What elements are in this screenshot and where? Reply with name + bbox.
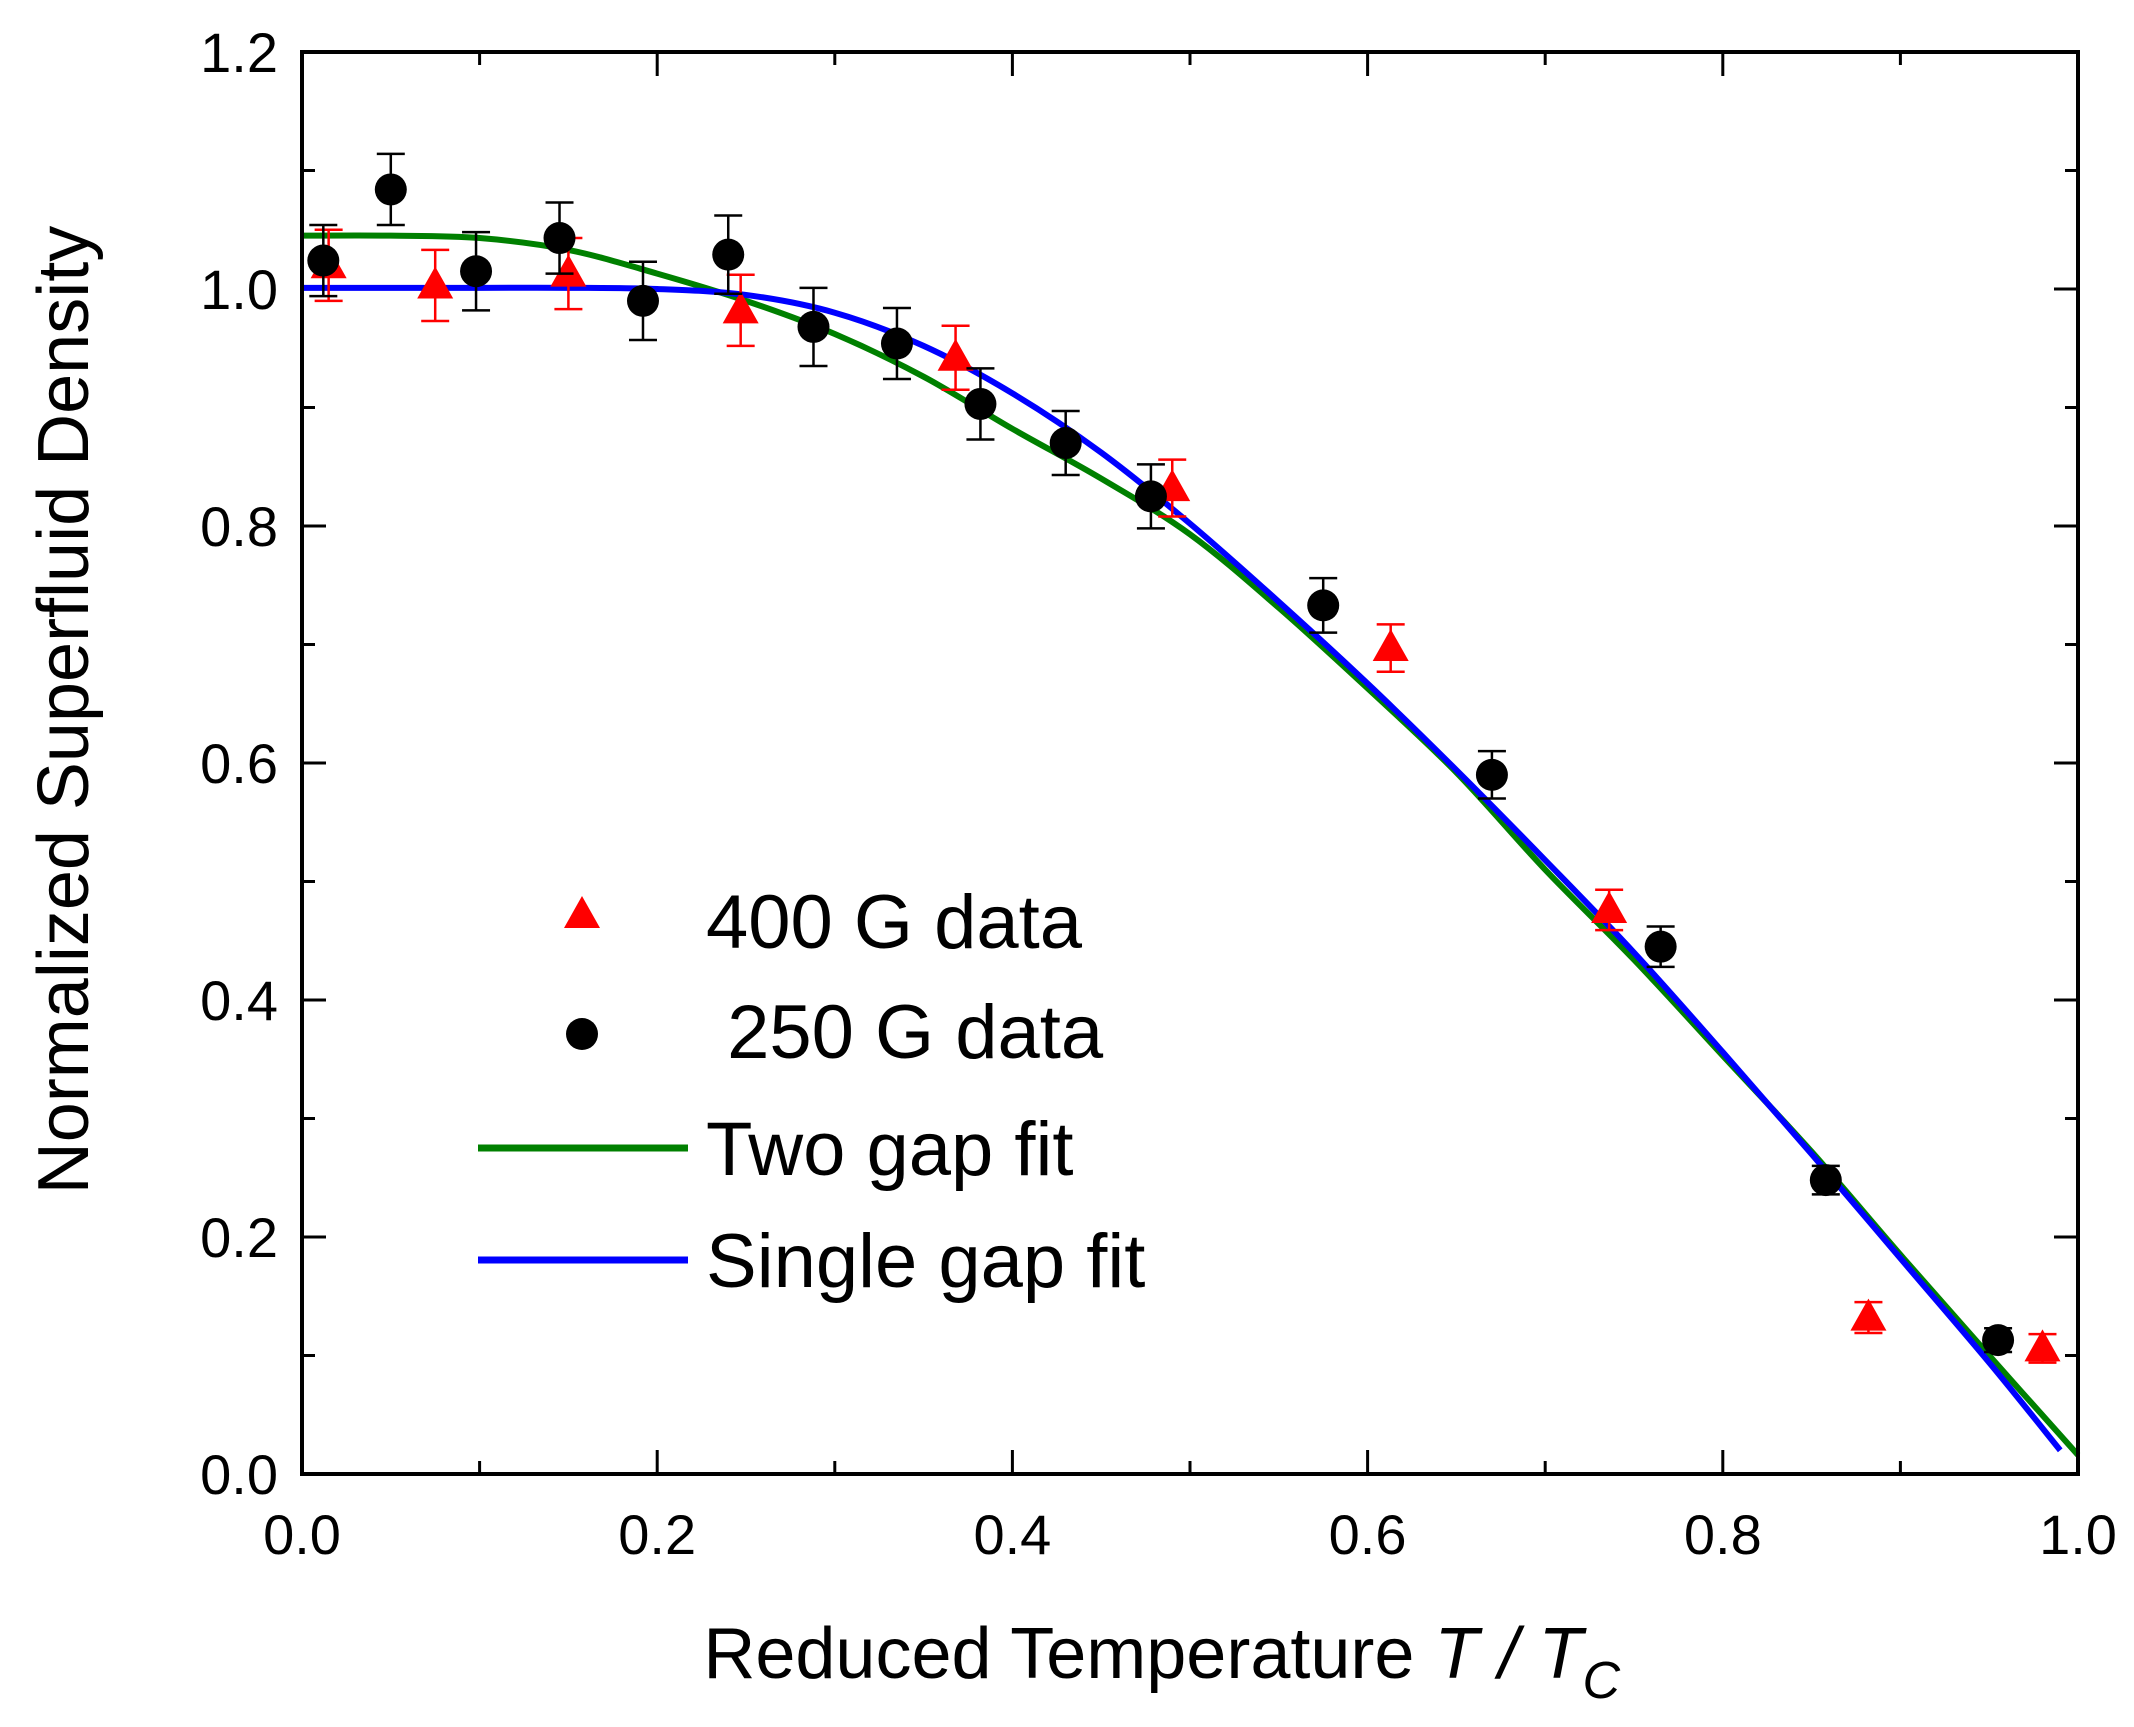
400-g-data-point bbox=[550, 254, 587, 287]
legend-400g-label: 400 G data bbox=[706, 880, 1083, 965]
y-axis-label: Normalized Superfluid Density bbox=[24, 226, 104, 1194]
x-axis-label-space bbox=[1414, 1614, 1434, 1694]
tick-labels: 0.0 0.2 0.4 0.6 0.8 1.0 0.0 0.2 0.4 0.6 0.8 1.0 1.2 bbox=[200, 21, 2117, 1566]
250-g-data-point bbox=[1475, 758, 1508, 791]
two-gap-fit-line bbox=[301, 232, 2081, 1458]
legend-400g-marker bbox=[564, 896, 600, 928]
y-tick-label: 0.6 bbox=[200, 732, 278, 795]
y-tick-label: 0.4 bbox=[200, 969, 278, 1032]
x-axis-sep: / bbox=[1478, 1614, 1538, 1694]
250-g-data-point bbox=[964, 387, 997, 420]
legend: 400 G data 250 G data Two gap fit Single… bbox=[478, 880, 1145, 1304]
single-gap-fit-line bbox=[302, 284, 2063, 1453]
x-axis-label: Reduced Temperature T / TC bbox=[703, 1614, 1620, 1710]
250-g-data-point bbox=[626, 284, 659, 317]
250-g-data-point bbox=[1134, 480, 1167, 513]
250-g-data-point bbox=[797, 310, 830, 343]
y-tick-label: 0.8 bbox=[200, 495, 278, 558]
data-markers bbox=[307, 152, 2061, 1364]
400-g-data-point bbox=[1850, 1298, 1887, 1331]
250-g-data-point bbox=[712, 238, 745, 271]
x-axis-var-num: T bbox=[1434, 1614, 1483, 1694]
x-tick-label: 1.0 bbox=[2039, 1503, 2117, 1566]
legend-250g-label: 250 G data bbox=[706, 990, 1104, 1075]
x-axis-var-den: T bbox=[1538, 1614, 1587, 1694]
x-tick-label: 0.2 bbox=[618, 1503, 696, 1566]
250-g-data-point bbox=[307, 244, 340, 277]
400-g-data-point bbox=[722, 291, 759, 324]
400-g-data-point bbox=[2024, 1329, 2061, 1362]
y-tick-label: 0.2 bbox=[200, 1206, 278, 1269]
250-g-data-point bbox=[1049, 427, 1082, 460]
y-tick-label: 0.0 bbox=[200, 1443, 278, 1506]
250-g-data-point bbox=[1644, 930, 1677, 963]
250-g-data-point bbox=[880, 327, 913, 360]
250-g-data-point bbox=[543, 222, 576, 255]
250-g-data-point bbox=[1809, 1164, 1842, 1197]
legend-two-gap-label: Two gap fit bbox=[706, 1107, 1074, 1192]
250-g-data-point bbox=[460, 255, 493, 288]
legend-single-gap-label: Single gap fit bbox=[706, 1219, 1145, 1304]
400-g-data-point bbox=[1591, 890, 1628, 923]
400-g-data-point bbox=[1372, 629, 1409, 662]
x-tick-label: 0.0 bbox=[263, 1503, 341, 1566]
plot-frame bbox=[300, 50, 2080, 1476]
y-tick-label: 1.0 bbox=[200, 258, 278, 321]
x-axis-label-text: Reduced Temperature bbox=[703, 1614, 1414, 1694]
400-g-data-point bbox=[417, 266, 454, 299]
400-g-data-point bbox=[937, 338, 974, 371]
250-g-data-point bbox=[1307, 589, 1340, 622]
x-tick-label: 0.6 bbox=[1329, 1503, 1407, 1566]
x-tick-label: 0.8 bbox=[1684, 1503, 1762, 1566]
y-tick-label: 1.2 bbox=[200, 21, 278, 84]
fit-lines bbox=[301, 232, 2081, 1458]
250-g-data-point bbox=[1982, 1324, 2015, 1357]
x-tick-label: 0.4 bbox=[973, 1503, 1051, 1566]
250-g-data-point bbox=[374, 173, 407, 206]
x-axis-sub: C bbox=[1582, 1652, 1620, 1710]
legend-250g-marker bbox=[566, 1018, 598, 1050]
